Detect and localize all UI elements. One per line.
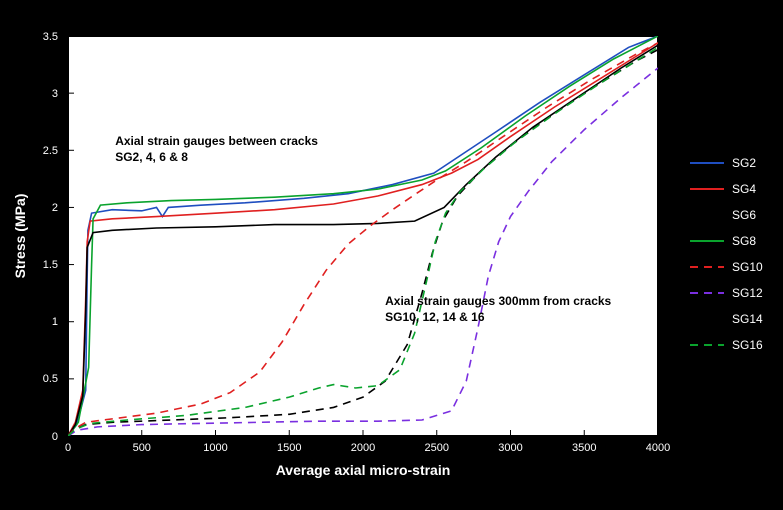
series-sg14 [68,50,658,436]
legend-swatch [690,312,724,326]
series-sg2 [68,36,658,436]
legend-label: SG4 [732,182,756,196]
xtick-label: 2500 [425,442,449,454]
legend-label: SG16 [732,338,763,352]
xtick-label: 0 [65,442,71,454]
xtick-label: 2000 [351,442,375,454]
plot-area: Axial strain gauges between cracksSG2, 4… [68,36,658,436]
legend-item-sg8: SG8 [690,228,763,254]
legend-swatch [690,208,724,222]
xtick-label: 1000 [203,442,227,454]
series-sg16 [68,47,658,436]
legend-label: SG8 [732,234,756,248]
legend-swatch [690,286,724,300]
legend-item-sg10: SG10 [690,254,763,280]
xtick-label: 4000 [646,442,670,454]
legend-item-sg12: SG12 [690,280,763,306]
annotation-0: Axial strain gauges between cracksSG2, 4… [115,133,318,165]
series-sg12 [68,68,658,436]
legend-label: SG14 [732,312,763,326]
legend-item-sg2: SG2 [690,150,763,176]
legend-swatch [690,182,724,196]
legend-swatch [690,338,724,352]
legend-item-sg14: SG14 [690,306,763,332]
legend-label: SG2 [732,156,756,170]
series-sg8 [68,36,658,436]
legend-label: SG6 [732,208,756,222]
legend: SG2 SG4 SG6 SG8 SG10 SG12 SG14 SG16 [690,150,763,358]
legend-swatch [690,156,724,170]
y-axis-label: Stress (MPa) [12,194,28,279]
xtick-label: 3500 [572,442,596,454]
plot-svg [68,36,658,436]
legend-label: SG12 [732,286,763,300]
legend-swatch [690,260,724,274]
xtick-label: 1500 [277,442,301,454]
x-axis-label: Average axial micro-strain [276,462,451,478]
xtick-label: 500 [133,442,151,454]
legend-label: SG10 [732,260,763,274]
legend-swatch [690,234,724,248]
legend-item-sg16: SG16 [690,332,763,358]
annotation-1: Axial strain gauges 300mm from cracksSG1… [385,293,611,325]
legend-item-sg6: SG6 [690,202,763,228]
legend-item-sg4: SG4 [690,176,763,202]
xtick-label: 3000 [498,442,522,454]
